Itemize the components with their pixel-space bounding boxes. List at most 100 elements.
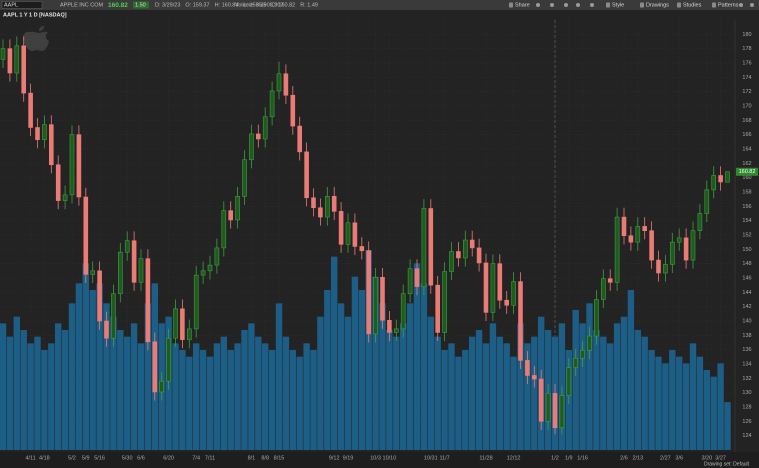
- apple-logo: [23, 26, 49, 51]
- volume-bar: [275, 303, 283, 450]
- candle-body: [214, 247, 220, 266]
- volume-bar: [386, 330, 393, 450]
- x-tick-label: 4/11: [25, 455, 35, 461]
- y-tick-label: 168: [742, 118, 751, 124]
- volume-bar: [241, 330, 248, 450]
- x-tick-label: 5/30: [122, 455, 133, 461]
- ohlc-fields: D: 3/29/23 O: 159.37 H: 160.84 L: 159.35 C: …: [155, 3, 318, 9]
- volume-bar: [20, 330, 27, 450]
- tool-icon[interactable]: [536, 3, 540, 7]
- volume-bar: [296, 356, 303, 450]
- last-price: 160.82: [108, 2, 128, 9]
- toolbar: [0, 0, 759, 10]
- candle-body: [704, 189, 710, 214]
- button-icon[interactable]: [712, 2, 716, 8]
- toolbar-button[interactable]: Style: [612, 3, 624, 9]
- x-tick-label: 2/13: [632, 455, 643, 461]
- tool-icon[interactable]: [576, 3, 580, 7]
- y-tick-label: 142: [742, 304, 751, 310]
- tool-icon[interactable]: [750, 3, 754, 7]
- x-tick-label: 8/1: [248, 455, 256, 461]
- volume-bar: [620, 316, 628, 450]
- candle-body: [656, 259, 661, 274]
- x-tick-label: 7/4: [192, 455, 200, 461]
- candle-body: [324, 196, 330, 218]
- x-tick-label: 12/12: [507, 455, 521, 461]
- volume-bar: [572, 310, 579, 450]
- candle-body: [111, 293, 116, 339]
- volume-bar: [517, 323, 524, 450]
- toolbar-button[interactable]: Drawings: [646, 3, 669, 9]
- y-tick-label: 160: [742, 175, 751, 181]
- tool-icon[interactable]: [739, 3, 743, 7]
- candle-body: [663, 264, 668, 274]
- x-tick-label: 6/20: [163, 455, 174, 461]
- drawing-set[interactable]: Drawing set: Default: [704, 461, 750, 467]
- candle-body: [428, 208, 434, 286]
- candle-body: [635, 226, 641, 243]
- candle-body: [373, 276, 378, 335]
- candle-body: [0, 48, 6, 60]
- volume-bar: [61, 330, 69, 450]
- volume-bar: [696, 356, 704, 450]
- volume-value: 35,908,907: [256, 3, 284, 9]
- tool-icon[interactable]: [550, 3, 554, 7]
- candle-body: [676, 237, 682, 243]
- button-icon[interactable]: [640, 2, 644, 8]
- tool-icon[interactable]: [590, 3, 594, 7]
- button-icon[interactable]: [677, 2, 681, 8]
- volume-bar: [503, 343, 510, 450]
- candle-body: [131, 240, 137, 283]
- tool-icon[interactable]: [564, 3, 568, 7]
- candle-body: [90, 270, 95, 275]
- candle-body: [7, 48, 13, 74]
- candle-body: [62, 194, 68, 201]
- button-icon[interactable]: [606, 2, 610, 8]
- symbol[interactable]: AAPL: [4, 3, 18, 9]
- candle-body: [235, 196, 240, 221]
- volume-bar: [689, 343, 697, 450]
- volume-bar: [703, 370, 710, 450]
- volume-bar: [137, 343, 145, 450]
- toolbar-button[interactable]: Share: [515, 3, 530, 9]
- volume-bar: [144, 303, 152, 450]
- candle-body: [435, 284, 441, 333]
- volume-bar: [268, 350, 276, 450]
- candle-body: [621, 216, 627, 237]
- time-axis: [0, 452, 759, 468]
- button-icon[interactable]: [509, 2, 513, 8]
- y-tick-label: 158: [742, 189, 751, 195]
- symbol-box[interactable]: [1, 1, 43, 9]
- y-tick-label: 170: [742, 103, 751, 109]
- candle-body: [318, 207, 323, 218]
- y-tick-label: 130: [742, 390, 751, 396]
- toolbar-buttons: Share Style Drawings Studies Patterns: [509, 2, 754, 9]
- volume-bar: [82, 263, 89, 450]
- candle-body: [421, 208, 427, 287]
- volume-bar: [510, 356, 517, 450]
- volume-bar: [220, 336, 227, 450]
- volume-bar: [186, 356, 193, 450]
- volume-bar: [393, 336, 400, 450]
- candle-body: [587, 335, 592, 351]
- volume-bar: [96, 283, 103, 450]
- candle-body: [352, 222, 358, 247]
- y-tick-label: 144: [742, 290, 751, 296]
- candle-body: [42, 124, 47, 140]
- volume-bar: [303, 343, 310, 450]
- volume-bar: [34, 336, 41, 450]
- volume-bar: [262, 343, 269, 450]
- candle-body: [476, 247, 482, 264]
- candle-body: [166, 337, 171, 382]
- volume-bar: [193, 343, 200, 450]
- candle-body: [614, 216, 620, 283]
- toolbar-button[interactable]: Studies: [683, 3, 702, 9]
- volume-bar: [531, 336, 538, 450]
- y-tick-label: 162: [742, 161, 751, 167]
- candle-body: [200, 270, 206, 276]
- candle-body: [380, 276, 385, 321]
- y-tick-label: 150: [742, 247, 751, 253]
- candle-body: [124, 240, 130, 253]
- volume-bar: [655, 356, 662, 450]
- toolbar-button[interactable]: Patterns: [718, 3, 739, 9]
